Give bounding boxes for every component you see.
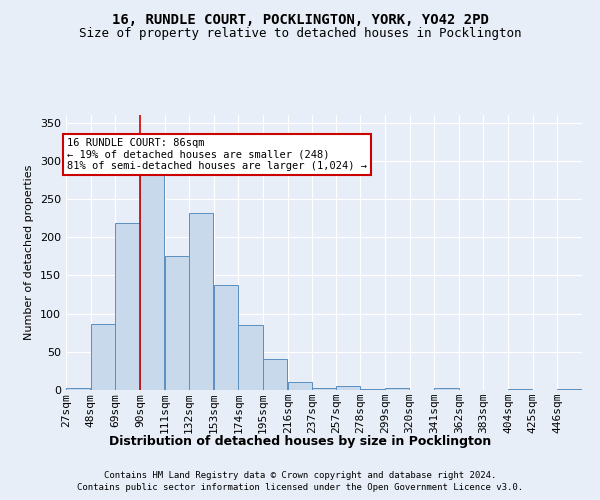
Bar <box>115 224 140 390</box>
Bar <box>312 388 337 390</box>
Bar <box>214 284 238 390</box>
Text: Distribution of detached houses by size in Pocklington: Distribution of detached houses by size … <box>109 435 491 448</box>
Bar <box>263 360 287 390</box>
Bar <box>287 382 312 390</box>
Bar <box>140 174 164 390</box>
Bar <box>557 389 581 390</box>
Bar <box>238 325 263 390</box>
Text: 16, RUNDLE COURT, POCKLINGTON, YORK, YO42 2PD: 16, RUNDLE COURT, POCKLINGTON, YORK, YO4… <box>112 12 488 26</box>
Text: 16 RUNDLE COURT: 86sqm
← 19% of detached houses are smaller (248)
81% of semi-de: 16 RUNDLE COURT: 86sqm ← 19% of detached… <box>67 138 367 171</box>
Y-axis label: Number of detached properties: Number of detached properties <box>25 165 34 340</box>
Bar <box>385 388 409 390</box>
Bar <box>164 256 189 390</box>
Bar <box>434 388 458 390</box>
Text: Contains HM Land Registry data © Crown copyright and database right 2024.: Contains HM Land Registry data © Crown c… <box>104 471 496 480</box>
Bar <box>361 389 385 390</box>
Text: Contains public sector information licensed under the Open Government Licence v3: Contains public sector information licen… <box>77 484 523 492</box>
Bar <box>66 388 90 390</box>
Bar <box>508 389 532 390</box>
Text: Size of property relative to detached houses in Pocklington: Size of property relative to detached ho… <box>79 28 521 40</box>
Bar <box>336 386 360 390</box>
Bar <box>189 213 214 390</box>
Bar <box>91 324 115 390</box>
